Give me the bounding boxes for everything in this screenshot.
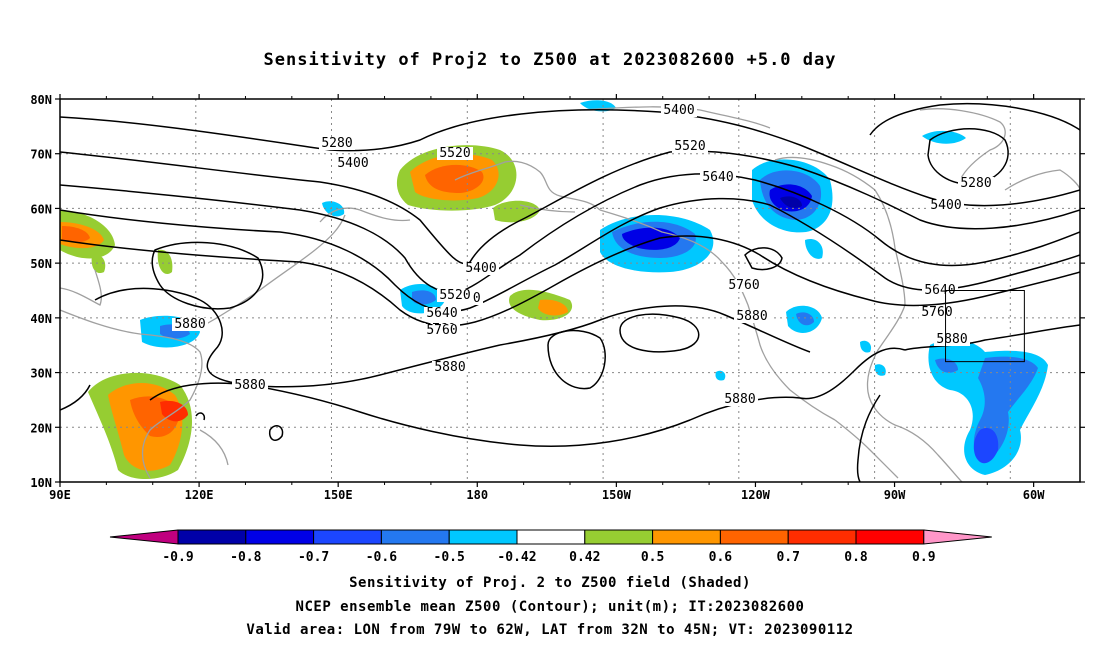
lat-tick-label: 40N [30,312,52,326]
lon-tick-label: 180 [466,488,488,502]
contour-label: 5880 [434,360,465,375]
latitude-axis: 80N 70N 60N 50N 40N 30N 20N 10N [30,93,1085,490]
footer-line-2: NCEP ensemble mean Z500 (Contour); unit(… [295,599,805,615]
contour-label: 5280 [960,176,991,191]
contour-label: 5400 [337,156,368,171]
contour-label: 5760 [426,323,457,338]
valid-area-box [945,290,1025,363]
lat-tick-label: 80N [30,93,52,107]
colorbar-swatch [719,529,789,545]
colorbar-label: -0.9 [162,550,193,565]
lon-tick-label: 150W [602,488,632,502]
colorbar-label: 0.7 [776,550,799,565]
colorbar-swatch [380,529,450,545]
colorbar-label: 0.9 [912,550,935,565]
contour-label: 5760 [728,278,759,293]
colorbar-swatch [245,529,315,545]
lon-tick-label: 150E [324,488,353,502]
colorbar-low-extend [109,529,179,545]
colorbar-swatch [177,529,247,545]
shaded-sensitivity [60,100,1048,479]
longitude-axis: 90E 120E 150E 180 150W 120W 90W 60W [49,94,1045,502]
lon-tick-label: 90E [49,488,71,502]
contour-label: 5640 [924,283,955,298]
colorbar-swatch [652,529,721,545]
negative-anomaly-hudson [752,159,833,259]
gridlines [60,99,1080,482]
colorbar-label: -0.5 [434,550,465,565]
lat-tick-label: 50N [30,257,52,271]
colorbar-label: 0.6 [709,550,733,565]
coastlines [60,106,1080,482]
colorbar-high-extend [923,529,992,545]
map-title: Sensitivity of Proj2 to Z500 at 20230826… [263,50,837,70]
contour-label: 5880 [234,378,265,393]
contour-label: 5520 [674,139,705,154]
contour-label: 5400 [930,198,961,213]
contour-label: 5520 [439,288,470,303]
footer-line-3: Valid area: LON from 79W to 62W, LAT fro… [246,622,854,638]
colorbar-label: -0.6 [366,550,397,565]
lat-tick-label: 20N [30,421,52,435]
lat-tick-label: 70N [30,148,52,162]
lat-tick-label: 60N [30,202,52,216]
colorbar-swatch [855,529,925,545]
footer-line-1: Sensitivity of Proj. 2 to Z500 field (Sh… [349,575,751,591]
contour-label: 5640 [426,306,457,321]
contour-label: 5400 [663,103,694,118]
colorbar-label: 0.42 [569,550,600,565]
colorbar-swatch [787,529,857,545]
contour-label: 5880 [736,309,767,324]
colorbar-swatch [584,529,654,545]
colorbar: -0.9 -0.8 -0.7 -0.6 -0.5 -0.42 0.42 0.5 0.6 0.7 0.… [109,529,992,565]
colorbar-label: -0.7 [298,550,329,565]
colorbar-label: 0.8 [844,550,868,565]
positive-anomaly-siberia [396,145,540,223]
lon-tick-label: 90W [884,488,906,502]
negative-anomaly-atlantic [874,339,1048,475]
negative-anomaly-greenland [922,130,966,144]
colorbar-swatch [448,529,518,545]
negative-anomaly-north-america [715,305,872,381]
positive-anomaly-pacific [509,289,573,321]
lon-tick-label: 60W [1023,488,1045,502]
positive-anomaly-left-edge [60,210,173,274]
colorbar-label: -0.42 [497,550,536,565]
colorbar-swatch [313,529,382,545]
lat-tick-label: 30N [30,367,52,381]
contour-label: 5760 [921,305,952,320]
contour-label: 5520 [439,146,470,161]
contour-label: 5880 [724,392,755,407]
colorbar-swatch [516,529,586,545]
colorbar-label: 0.5 [641,550,664,565]
lon-tick-label: 120W [741,488,771,502]
contour-label: 5400 [465,261,496,276]
contour-label: 5640 [702,170,733,185]
contour-label: 5280 [321,136,352,151]
contour-labels: 5280 5400 5520 5640 5760 5880 5400 5520 5640 5760… [172,103,994,407]
positive-anomaly-seasia [88,372,193,479]
colorbar-label: -0.8 [230,550,261,565]
contour-label: 5880 [174,317,205,332]
lat-tick-label: 10N [30,476,52,490]
contour-label: 5880 [936,332,967,347]
lon-tick-label: 120E [185,488,214,502]
